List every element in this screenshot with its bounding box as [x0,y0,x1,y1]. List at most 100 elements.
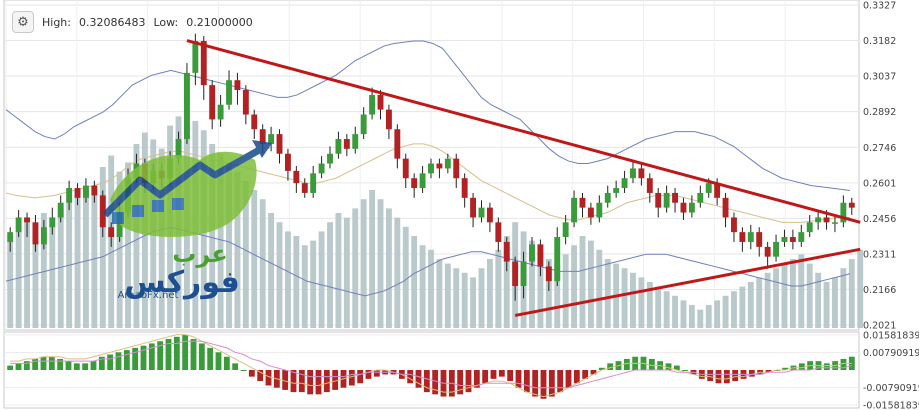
macd-bar [798,363,805,370]
macd-bar [582,370,589,379]
macd-bar [57,358,64,370]
watermark-site-text: AraabFx.net [118,290,179,301]
macd-bar [132,347,139,370]
candle-up [419,173,426,189]
candle-down [655,192,662,208]
candle-down [251,114,258,130]
candle-up [268,134,275,144]
candle-up [183,72,190,140]
ohlc-info-bar: ⚙ High: 0.32086483 Low: 0.21000000 [12,11,261,33]
candle-down [503,241,510,262]
candle-up [705,183,712,193]
candle-down [108,227,115,238]
candle-up [175,139,182,159]
y-tick-label: 0.2311 [863,249,896,260]
macd-bar [848,356,855,370]
volume-bar [360,199,367,328]
candle-up [832,222,838,224]
volume-bar [310,240,317,328]
candle-up [335,139,342,154]
candle-up [444,158,451,169]
candle-down [680,202,687,213]
macd-bar [715,370,722,384]
macd-bar [298,370,305,393]
volume-bar [781,263,788,328]
y-tick-label: 0.2166 [863,285,896,296]
volume-bar [83,190,89,328]
macd-bar [598,367,605,370]
volume-bar [369,190,376,328]
volume-bar [815,272,822,328]
volume-bar [739,286,746,328]
volume-bar [697,309,704,328]
volume-bar [259,199,266,328]
volume-bar [394,217,401,328]
watermark-arabic-bottom: فوركس [124,265,240,300]
candle-up [621,178,628,189]
candle-down [470,197,477,218]
macd-bar [332,370,339,390]
macd-bar [82,363,89,370]
candle-up [15,217,22,233]
macd-bar [365,370,372,379]
candle-down [638,168,645,179]
candle-down [587,207,594,218]
candle-up [116,212,123,238]
volume-bar [638,277,645,328]
candle-down [234,80,241,91]
macd-bar [507,370,514,382]
watermark: عرب فوركس AraabFx.net [102,140,272,301]
volume-bar [411,236,418,328]
candle-down [24,217,30,223]
candle-down [722,197,729,218]
settings-button[interactable]: ⚙ [12,11,34,33]
macd-bar [457,370,464,395]
trendline [186,39,861,224]
macd-bar [40,356,47,370]
volume-bar [806,263,813,328]
volume-bar [217,153,224,328]
y-tick-label: 0.3182 [863,36,896,47]
macd-bar [232,363,239,370]
volume-bar [587,240,594,328]
volume-bar [630,272,636,328]
candle-down [99,195,106,228]
macd-bar [673,365,680,370]
macd-bar [157,341,164,370]
candle-down [200,41,207,86]
volume-bar [335,213,342,328]
volume-bar [242,180,249,328]
volume-bar [503,236,510,328]
macd-bar [748,370,755,377]
volume-bar [604,259,611,328]
y-tick-label: 0.2746 [863,143,896,154]
macd-bar [473,370,480,388]
candle-up [815,217,822,223]
macd-bar [515,370,522,388]
candle-down [411,178,418,189]
candle-down [537,244,544,267]
macd-bar [490,370,497,379]
candle-down [402,158,409,179]
y-tick-label: 0.2021 [863,321,896,332]
volume-bar [116,171,123,328]
candle-down [209,85,216,120]
macd-bar [482,370,489,384]
macd-bar [7,365,14,370]
macd-bar [523,370,530,393]
y-tick-label: 0.2892 [863,107,896,118]
macd-bar [248,370,255,377]
macd-bar [765,370,772,373]
volume-bar [461,272,468,328]
macd-bar [165,339,172,370]
gear-icon: ⚙ [17,14,29,30]
candle-down [343,139,350,149]
moving-average-line [5,143,850,223]
candle-down [242,90,249,115]
candle-up [369,94,376,115]
candle-down [579,197,586,208]
macd-bar [348,370,355,386]
candle-up [49,217,56,228]
candle-up [781,237,788,242]
